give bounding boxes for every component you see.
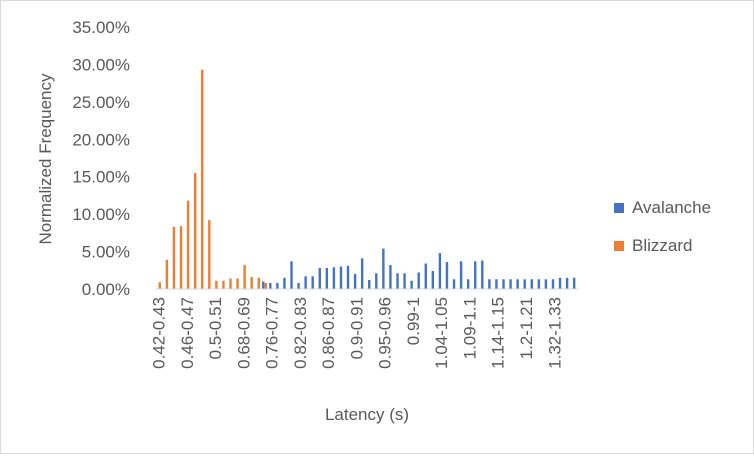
- y-tick-label: 5.00%: [82, 243, 130, 262]
- legend-swatch-avalanche: [614, 203, 624, 213]
- bar-avalanche: [262, 281, 265, 289]
- bar-avalanche: [551, 279, 555, 289]
- x-tick-label: 0.82-0.83: [291, 297, 310, 369]
- bar-avalanche: [353, 274, 357, 289]
- y-tick-label: 35.00%: [72, 18, 130, 37]
- bar-avalanche: [339, 266, 343, 289]
- bar-blizzard: [264, 283, 268, 289]
- bar-blizzard: [165, 259, 169, 289]
- bar-avalanche: [297, 283, 300, 289]
- bar-avalanche: [311, 276, 314, 289]
- bar-avalanche: [509, 279, 512, 289]
- bar-avalanche: [502, 279, 505, 289]
- y-tick-label: 0.00%: [82, 280, 130, 299]
- bar-avalanche: [360, 258, 364, 289]
- bar-avalanche: [474, 261, 477, 289]
- y-tick-label: 30.00%: [72, 55, 130, 74]
- bar-blizzard: [158, 282, 162, 289]
- bar-avalanche: [269, 283, 272, 289]
- x-tick-label: 0.68-0.69: [234, 297, 253, 369]
- bar-blizzard: [215, 280, 218, 289]
- bar-avalanche: [558, 277, 562, 289]
- bar-avalanche: [304, 276, 307, 289]
- x-tick-label: 0.9-0.91: [347, 297, 366, 359]
- x-tick-label: 0.99-1: [404, 297, 423, 345]
- bar-avalanche: [424, 263, 427, 289]
- x-tick-label: 0.86-0.87: [319, 297, 338, 369]
- x-tick-label: 1.14-1.15: [489, 297, 508, 369]
- legend-item-blizzard: Blizzard: [614, 234, 711, 258]
- x-axis-title: Latency (s): [325, 405, 409, 424]
- bar-blizzard: [229, 278, 232, 289]
- bar-avalanche: [368, 280, 371, 289]
- y-axis-title: Normalized Frequency: [36, 73, 55, 245]
- bar-avalanche: [332, 267, 336, 289]
- bar-blizzard: [208, 220, 211, 289]
- x-tick-label: 1.09-1.1: [461, 297, 480, 359]
- y-tick-label: 20.00%: [72, 130, 130, 149]
- bar-blizzard: [222, 280, 225, 289]
- y-tick-label: 15.00%: [72, 168, 130, 187]
- bar-avalanche: [431, 271, 435, 289]
- bar-avalanche: [417, 272, 420, 289]
- bar-avalanche: [481, 260, 484, 289]
- x-tick-label: 1.04-1.05: [432, 297, 451, 369]
- x-tick-label: 0.5-0.51: [206, 297, 225, 359]
- bar-avalanche: [318, 268, 321, 289]
- bar-avalanche: [495, 279, 498, 289]
- bar-avalanche: [530, 279, 533, 289]
- bar-blizzard: [193, 172, 197, 289]
- bar-avalanche: [410, 280, 413, 289]
- bar-avalanche: [346, 265, 350, 289]
- legend-item-avalanche: Avalanche: [614, 196, 711, 220]
- bar-avalanche: [488, 279, 491, 289]
- bar-blizzard: [250, 277, 253, 289]
- x-tick-label: 0.95-0.96: [376, 297, 395, 369]
- bar-avalanche: [537, 279, 541, 289]
- bar-blizzard: [236, 278, 239, 289]
- bar-avalanche: [389, 265, 392, 289]
- legend: Avalanche Blizzard: [614, 196, 711, 272]
- x-tick-label: 1.32-1.33: [545, 297, 564, 369]
- bar-avalanche: [544, 279, 548, 289]
- bar-avalanche: [396, 273, 399, 289]
- bar-avalanche: [466, 279, 470, 289]
- bar-avalanche: [452, 279, 456, 289]
- bar-avalanche: [523, 279, 526, 289]
- bar-avalanche: [375, 273, 378, 289]
- legend-label-blizzard: Blizzard: [632, 236, 693, 255]
- bar-blizzard: [172, 226, 176, 289]
- bar-blizzard: [186, 200, 190, 289]
- bar-avalanche: [572, 277, 576, 289]
- bar-avalanche: [382, 248, 385, 289]
- bar-blizzard: [201, 69, 204, 289]
- bar-avalanche: [438, 253, 442, 289]
- bar-avalanche: [516, 279, 519, 289]
- bar-avalanche: [403, 273, 406, 289]
- y-tick-label: 10.00%: [72, 205, 130, 224]
- bar-avalanche: [565, 277, 569, 289]
- legend-label-avalanche: Avalanche: [632, 198, 712, 217]
- x-tick-label: 0.76-0.77: [263, 297, 282, 369]
- bar-blizzard: [179, 226, 183, 289]
- x-tick-label: 1.2-1.21: [517, 297, 536, 359]
- bar-avalanche: [325, 268, 329, 289]
- y-tick-label: 25.00%: [72, 93, 130, 112]
- legend-swatch-blizzard: [614, 241, 624, 251]
- bar-avalanche: [445, 262, 449, 289]
- x-tick-label: 0.42-0.43: [150, 297, 169, 369]
- bar-avalanche: [459, 261, 463, 289]
- bar-avalanche: [276, 283, 279, 289]
- bar-avalanche: [283, 277, 286, 289]
- bar-avalanche: [290, 261, 293, 289]
- x-tick-label: 0.46-0.47: [178, 297, 197, 369]
- bar-blizzard: [243, 265, 246, 289]
- bar-blizzard: [257, 277, 260, 289]
